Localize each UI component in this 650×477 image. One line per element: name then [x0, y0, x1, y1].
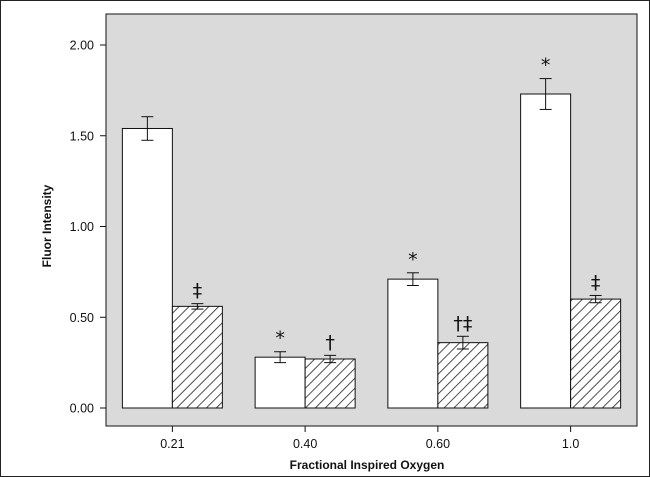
x-tick-label: 0.60: [426, 437, 450, 451]
bar-hatched: [438, 343, 488, 408]
significance-marker: *: [275, 328, 285, 350]
x-tick-label: 0.40: [293, 437, 317, 451]
bar-open: [122, 128, 172, 408]
y-tick-label: 2.00: [70, 39, 94, 53]
significance-marker: *: [408, 249, 418, 271]
y-axis-title: Fluor Intensity: [40, 184, 54, 267]
x-tick-label: 0.21: [160, 437, 184, 451]
bar-open: [388, 279, 438, 408]
significance-marker: ‡: [193, 280, 203, 302]
x-axis-title: Fractional Inspired Oxygen: [290, 458, 445, 472]
x-tick-label: 1.0: [562, 437, 579, 451]
y-tick-label: 0.00: [70, 402, 94, 416]
y-tick-label: 1.50: [70, 129, 94, 143]
significance-marker: *: [541, 55, 551, 77]
bar-hatched: [172, 306, 222, 408]
significance-marker: †‡: [453, 312, 472, 334]
significance-marker: ‡: [591, 271, 601, 293]
bar-hatched: [571, 299, 621, 408]
y-tick-label: 0.50: [70, 311, 94, 325]
bar-open: [255, 357, 305, 408]
y-tick-label: 1.00: [70, 220, 94, 234]
bar-open: [521, 94, 571, 408]
significance-marker: †: [325, 331, 335, 353]
bar-hatched: [305, 359, 355, 408]
